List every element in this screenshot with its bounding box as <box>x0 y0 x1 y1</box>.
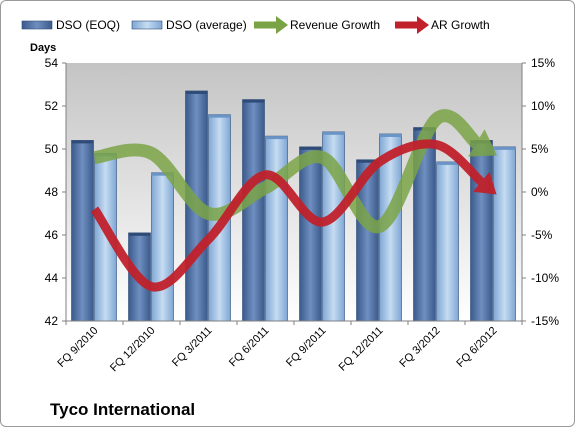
right-tick-label: 0% <box>531 185 549 199</box>
legend-label: DSO (EOQ) <box>56 18 120 32</box>
revenue-growth-line <box>93 109 481 233</box>
left-tick-label: 44 <box>45 271 59 285</box>
x-tick-label: FQ 6/2011 <box>227 325 272 370</box>
bar-dso-average <box>151 172 174 322</box>
bar-cap-dso-eoq <box>356 159 379 163</box>
right-tick-label: -10% <box>531 271 559 285</box>
bar-cap-dso-eoq <box>299 146 322 150</box>
right-tick-label: -15% <box>531 314 559 328</box>
bar-cap-dso-eoq <box>242 99 265 103</box>
right-tick-label: 5% <box>531 142 549 156</box>
growth-lines-layer <box>90 109 497 292</box>
legend-swatch-dso-average <box>131 20 163 30</box>
right-axis-ticks: -15% -10% -5% 0% 5% 10% 15% <box>522 56 559 328</box>
x-tick-label: FQ 3/2012 <box>397 325 442 370</box>
bar-dso-eoq <box>242 99 265 322</box>
x-tick-label: FQ 9/2011 <box>284 325 329 370</box>
right-tick-label: 15% <box>531 56 555 70</box>
right-tick-label: 10% <box>531 99 555 113</box>
revenue-growth-arrowhead <box>468 129 497 157</box>
bar-cap-dso-average <box>208 114 231 118</box>
left-tick-label: 50 <box>45 142 59 156</box>
x-tick-label: FQ 12/2010 <box>108 325 158 375</box>
left-tick-label: 52 <box>45 99 59 113</box>
left-tick-label: 46 <box>45 228 59 242</box>
bar-cap-dso-average <box>265 136 288 140</box>
x-tick-label: FQ 9/2010 <box>55 325 100 370</box>
bar-dso-average <box>265 135 288 322</box>
y-axis-title: Days <box>30 42 56 54</box>
bar-dso-average <box>436 161 459 322</box>
legend-arrowhead-revenue-growth <box>276 16 288 34</box>
bar-cap-dso-eoq <box>185 90 208 94</box>
legend-label: DSO (average) <box>166 18 247 32</box>
ar-growth-arrowhead <box>472 171 497 195</box>
bar-cap-dso-average <box>379 133 402 137</box>
left-tick-label: 54 <box>45 56 59 70</box>
bar-cap-dso-average <box>493 146 516 150</box>
bar-dso-average <box>493 146 516 322</box>
bar-cap-dso-eoq <box>128 232 151 236</box>
legend-label: AR Growth <box>431 18 490 32</box>
left-tick-label: 42 <box>45 314 59 328</box>
x-tick-label: FQ 6/2012 <box>454 325 499 370</box>
bars-layer <box>71 90 516 322</box>
bar-cap-dso-average <box>322 131 345 135</box>
right-tick-label: -5% <box>531 228 553 242</box>
bar-dso-eoq <box>470 140 493 322</box>
left-tick-label: 48 <box>45 185 59 199</box>
x-tick-label: FQ 3/2011 <box>170 325 215 370</box>
legend: DSO (EOQ) DSO (average) Revenue Growth AR G… <box>21 16 490 34</box>
bar-cap-dso-eoq <box>71 140 94 144</box>
bar-cap-dso-average <box>436 161 459 165</box>
bar-dso-eoq <box>71 140 94 322</box>
bar-cap-dso-average <box>151 172 174 176</box>
legend-arrowhead-ar-growth <box>417 16 429 34</box>
left-axis-ticks: 42 44 46 48 50 52 54 <box>45 56 66 328</box>
legend-swatch-dso-eoq <box>21 20 53 30</box>
chart-title: Tyco International <box>50 400 195 419</box>
ar-growth-line <box>90 139 485 292</box>
bar-dso-eoq <box>299 146 322 322</box>
x-tick-label: FQ 12/2011 <box>337 325 386 374</box>
legend-label: Revenue Growth <box>290 18 380 32</box>
category-labels: FQ 9/2010 FQ 12/2010 FQ 3/2011 FQ 6/2011 FQ … <box>55 321 523 375</box>
